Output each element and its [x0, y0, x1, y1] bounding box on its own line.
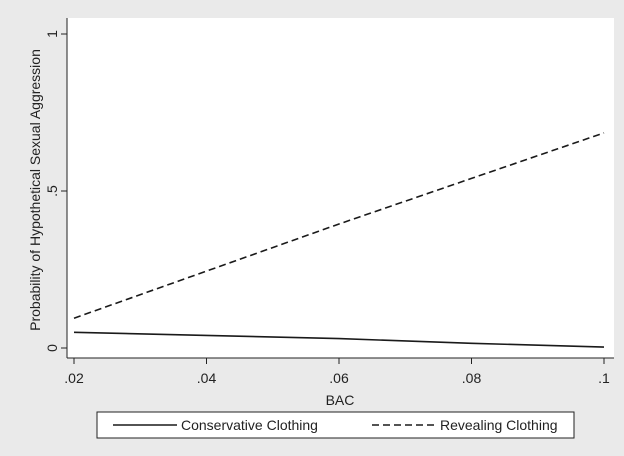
- y-tick-label: .5: [44, 185, 60, 197]
- x-axis-title: BAC: [326, 392, 355, 408]
- x-tick-label: .1: [598, 370, 610, 386]
- legend-label-conservative: Conservative Clothing: [181, 417, 318, 433]
- y-tick-label: 0: [44, 344, 60, 352]
- plot-area: [67, 18, 614, 358]
- y-axis-title: Probability of Hypothetical Sexual Aggre…: [27, 49, 43, 331]
- x-axis: .02 .04 .06 .08 .1: [64, 357, 614, 386]
- y-axis: 0.51: [44, 18, 68, 358]
- legend: Conservative Clothing Revealing Clothing: [96, 411, 575, 439]
- x-tick-label: .08: [462, 370, 482, 386]
- x-tick-label: .04: [197, 370, 217, 386]
- y-tick-label: 1: [44, 30, 60, 38]
- x-tick-label: .02: [64, 370, 84, 386]
- series-lines: [73, 132, 605, 348]
- series-line-conservative-clothing: [73, 331, 605, 348]
- legend-label-revealing: Revealing Clothing: [440, 417, 558, 433]
- series-line-revealing-clothing: [73, 132, 605, 319]
- x-tick-label: .06: [329, 370, 349, 386]
